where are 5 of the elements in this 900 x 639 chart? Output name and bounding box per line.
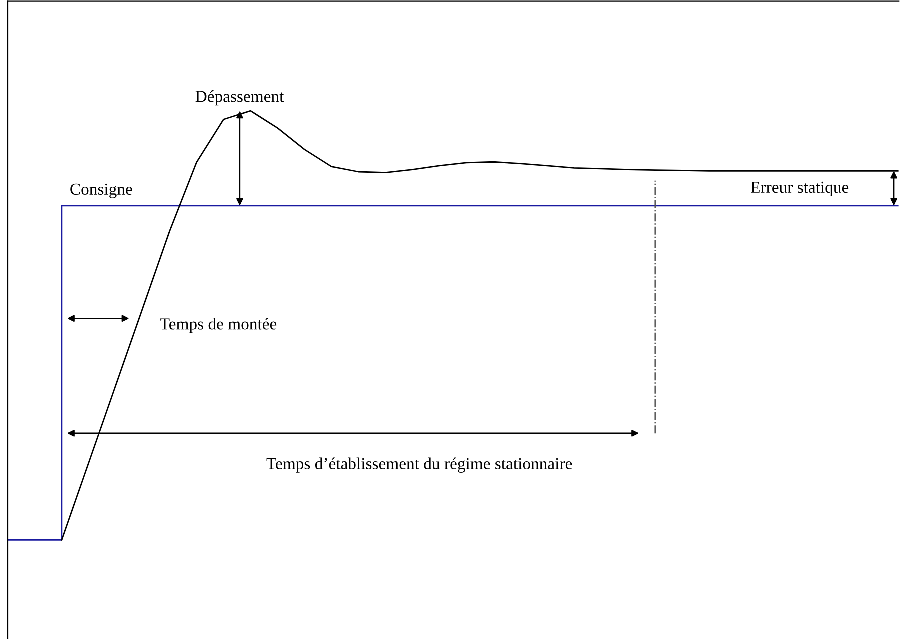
annotation: Consigne bbox=[70, 184, 132, 198]
annotation: Temps de montée bbox=[160, 318, 277, 334]
annotation: Temps d’établissement du régime stationnaire bbox=[266, 458, 572, 473]
text: Dépassement bbox=[196, 90, 284, 106]
annotation: Erreur statique bbox=[751, 182, 849, 196]
